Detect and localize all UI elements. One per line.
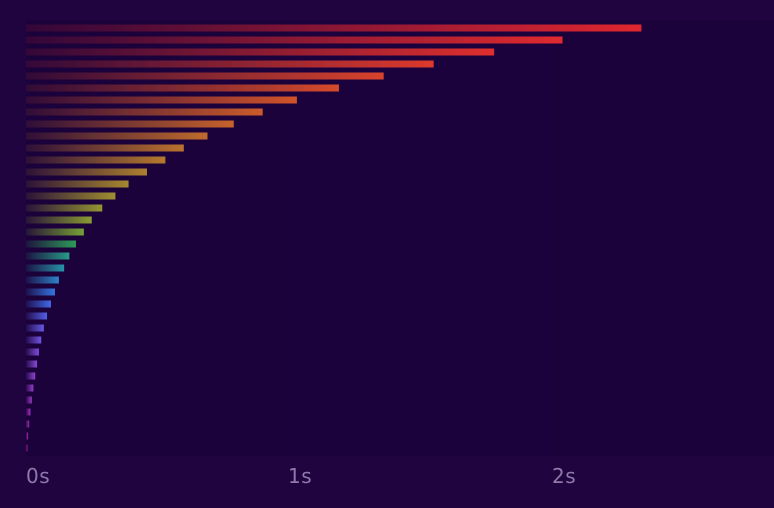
bar-14 bbox=[26, 192, 116, 200]
bar-2 bbox=[26, 48, 495, 56]
bar-0 bbox=[26, 24, 642, 32]
x-tick-label-1: 1s bbox=[288, 464, 312, 488]
bar-17 bbox=[26, 228, 84, 236]
bar-27 bbox=[26, 348, 39, 356]
bar-8 bbox=[26, 120, 234, 128]
x-tick-label-2: 2s bbox=[552, 464, 576, 488]
bar-4 bbox=[26, 72, 384, 80]
bar-3 bbox=[26, 60, 434, 68]
bar-1 bbox=[26, 36, 563, 44]
bar-29 bbox=[26, 372, 36, 380]
bar-19 bbox=[26, 252, 70, 260]
bar-13 bbox=[26, 180, 129, 188]
bar-22 bbox=[26, 288, 55, 296]
bar-24 bbox=[26, 312, 48, 320]
bar-30 bbox=[26, 384, 34, 392]
bars-group bbox=[26, 24, 642, 452]
bar-10 bbox=[26, 144, 184, 152]
bar-21 bbox=[26, 276, 59, 284]
bar-6 bbox=[26, 96, 297, 104]
bar-5 bbox=[26, 84, 339, 92]
bar-11 bbox=[26, 156, 166, 164]
band-0-1s bbox=[26, 20, 288, 456]
bar-16 bbox=[26, 216, 92, 224]
bar-35 bbox=[26, 444, 28, 452]
bar-9 bbox=[26, 132, 208, 140]
bar-28 bbox=[26, 360, 38, 368]
bar-18 bbox=[26, 240, 76, 248]
bar-23 bbox=[26, 300, 51, 308]
x-tick-label-0: 0s bbox=[26, 464, 50, 488]
bar-34 bbox=[26, 432, 29, 440]
bar-32 bbox=[26, 408, 31, 416]
x-axis: 0s 1s 2s bbox=[26, 464, 576, 488]
bar-31 bbox=[26, 396, 32, 404]
bar-12 bbox=[26, 168, 147, 176]
bar-33 bbox=[26, 420, 30, 428]
bar-26 bbox=[26, 336, 42, 344]
bar-25 bbox=[26, 324, 44, 332]
bar-7 bbox=[26, 108, 263, 116]
band-2s-plus bbox=[552, 20, 774, 456]
bar-20 bbox=[26, 264, 65, 272]
bar-15 bbox=[26, 204, 103, 212]
